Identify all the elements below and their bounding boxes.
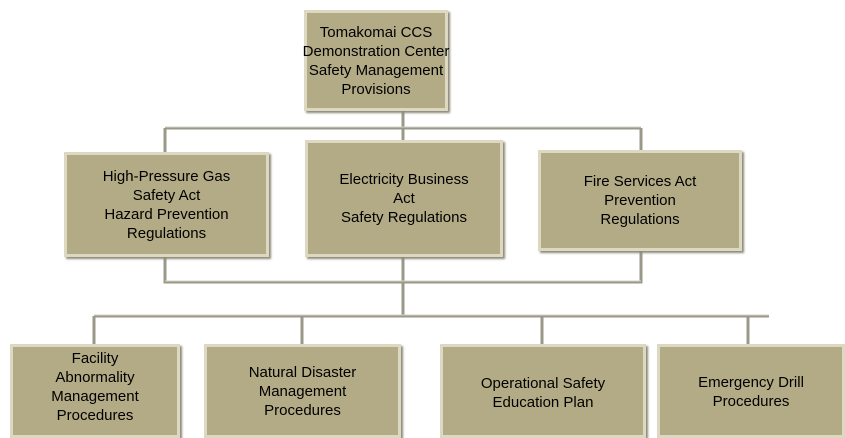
node-text: Education Plan bbox=[492, 394, 594, 411]
node-text: Natural Disaster bbox=[248, 364, 357, 381]
node-text: Safety Act bbox=[132, 186, 201, 204]
node-text: Regulations bbox=[126, 224, 207, 242]
node-text: Provisions bbox=[341, 80, 411, 98]
node: Emergency Drill Procedures bbox=[657, 344, 845, 438]
node-text: Procedures bbox=[264, 402, 341, 419]
node-text: High-Pressure Gas bbox=[102, 167, 231, 185]
connector bbox=[92, 250, 769, 345]
node-text: Electricity Business bbox=[339, 171, 469, 188]
connector bbox=[163, 110, 643, 152]
node: High-Pressure Gas Safety Act Hazard Prev… bbox=[64, 152, 269, 257]
node-text: Hazard Prevention bbox=[104, 205, 229, 223]
connector-lines bbox=[92, 110, 769, 345]
node-text: Management bbox=[258, 383, 347, 400]
node-text: Demonstration Center bbox=[302, 42, 450, 60]
node-text: Emergency Drill bbox=[698, 374, 804, 391]
node: Tomakomai CCS Demonstration Center Safet… bbox=[302, 10, 450, 111]
connector-highlights bbox=[94, 126, 769, 316]
node-text: Abnormality bbox=[55, 369, 135, 386]
node: Facility Abnormality Management Procedur… bbox=[10, 344, 180, 438]
node-text: Regulations bbox=[600, 211, 680, 228]
node-text: Procedures bbox=[56, 407, 134, 424]
node-text: Safety Management bbox=[308, 61, 444, 79]
node: Electricity Business Act Safety Regulati… bbox=[305, 140, 503, 257]
node-text: Prevention bbox=[604, 192, 676, 209]
node-text: Act bbox=[393, 190, 415, 207]
node-text: Procedures bbox=[712, 393, 790, 410]
node: Fire Services Act Prevention Regulations bbox=[538, 150, 742, 251]
node-text: Safety Regulations bbox=[341, 209, 467, 226]
node: Operational Safety Education Plan bbox=[440, 344, 646, 438]
node-text: Management bbox=[51, 388, 139, 405]
node-text: Facility bbox=[71, 350, 119, 367]
node-text: Fire Services Act bbox=[583, 173, 697, 190]
connector bbox=[94, 126, 769, 316]
node-text: Tomakomai CCS bbox=[319, 23, 433, 41]
node-text: Operational Safety bbox=[480, 375, 606, 392]
node: Natural Disaster Management Procedures bbox=[204, 344, 401, 438]
